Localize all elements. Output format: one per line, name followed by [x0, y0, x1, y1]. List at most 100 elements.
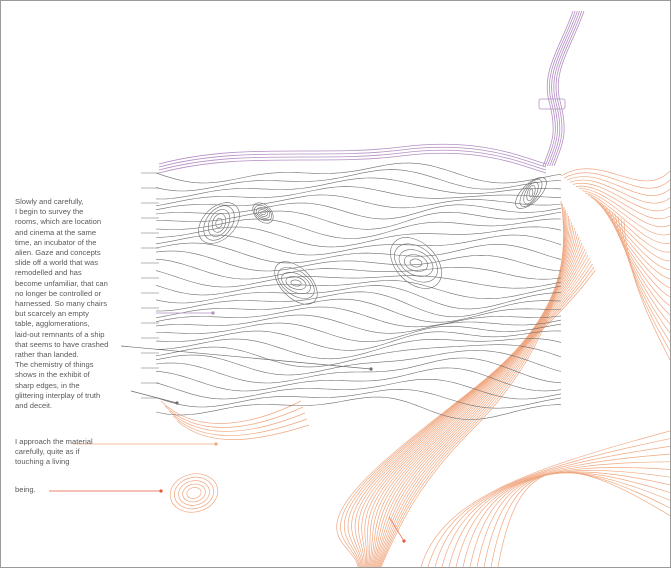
leader-marker	[175, 401, 179, 405]
gray-swirl	[394, 243, 438, 283]
purple-contours	[158, 10, 585, 174]
gray-contour-line	[155, 338, 562, 360]
orange-contour-line	[378, 206, 566, 567]
orange-contour-line	[366, 242, 583, 567]
gray-swirl	[404, 254, 428, 272]
leader-marker	[369, 367, 373, 371]
gray-swirl	[515, 177, 547, 209]
orange-contour-line	[168, 410, 306, 432]
purple-contour-line	[158, 143, 547, 165]
orange-contour-line	[590, 196, 670, 262]
leader-marker	[402, 539, 406, 543]
orange-contour-line	[578, 188, 670, 228]
gray-contour-line	[155, 357, 562, 384]
leader-line	[388, 516, 405, 542]
orange-contour-line	[599, 203, 670, 289]
orange-contour-line	[340, 266, 595, 567]
orange-contour-line	[462, 470, 670, 567]
gray-swirl	[254, 205, 272, 221]
gray-contour-line	[155, 162, 562, 184]
text-paragraph-2: I approach the material carefully, quite…	[15, 437, 93, 467]
orange-contour-line	[448, 461, 670, 567]
gray-contour-line	[155, 177, 562, 200]
purple-contour-line	[158, 146, 547, 168]
gray-contour-line	[155, 202, 562, 220]
gray-swirl	[285, 276, 307, 290]
orange-contour-line	[160, 400, 302, 424]
purple-strand	[547, 10, 578, 167]
gray-contour-line	[155, 285, 562, 310]
gray-contour-line	[155, 218, 562, 239]
purple-strand	[551, 10, 583, 167]
gray-contour-line	[155, 280, 562, 300]
orange-contour-line	[347, 260, 592, 567]
gray-contour-line	[155, 258, 562, 280]
text-paragraph-3: being.	[15, 485, 36, 494]
gray-contour-line	[155, 242, 562, 264]
purple-strand	[544, 10, 576, 167]
orange-contour-line	[620, 217, 670, 352]
orange-contour-line	[370, 230, 577, 567]
gray-swirl	[258, 209, 268, 217]
orange-contour-line	[623, 220, 670, 361]
gray-contour-line	[155, 250, 562, 272]
gray-contour-line	[155, 379, 562, 400]
orange-contour-line	[420, 430, 670, 567]
orange-contour-line	[608, 209, 670, 316]
gray-contour-line	[155, 270, 562, 289]
gray-swirl	[274, 261, 318, 305]
gray-contour-line	[155, 169, 562, 192]
gray-contour-line	[155, 234, 562, 256]
orange-contour-line	[566, 176, 670, 196]
gray-contours	[141, 162, 562, 420]
gray-contour-line	[155, 396, 562, 420]
gray-contour-line	[155, 314, 562, 334]
gray-contour-line	[155, 350, 562, 376]
orange-blob-contour	[178, 480, 210, 506]
orange-contour-line	[490, 472, 670, 567]
gray-swirl	[526, 185, 536, 201]
orange-contour-line	[364, 245, 584, 567]
orange-contour-line	[584, 192, 670, 244]
leader-marker	[211, 311, 215, 315]
orange-contour-line	[369, 233, 578, 567]
orange-blob-contour	[174, 476, 214, 510]
orange-contour-line	[371, 227, 575, 567]
leader-lines	[49, 311, 406, 543]
gray-contour-line	[155, 344, 562, 368]
gray-swirl	[523, 181, 539, 205]
gray-swirl	[390, 237, 442, 289]
gray-swirl	[203, 205, 235, 241]
orange-contour-line	[587, 194, 670, 253]
orange-contour-line	[172, 415, 308, 436]
gray-contour-line	[155, 306, 562, 328]
orange-contour-line	[563, 172, 670, 189]
orange-contour-line	[164, 405, 304, 428]
purple-contour-line	[158, 152, 547, 174]
gray-contour-line	[156, 210, 562, 230]
orange-contour-line	[602, 205, 670, 298]
purple-strand	[542, 10, 574, 167]
gray-contour-line	[155, 367, 562, 392]
leader-marker	[159, 489, 163, 493]
gray-swirl	[215, 217, 223, 229]
orange-contour-line	[605, 207, 670, 307]
gray-swirl	[519, 179, 543, 207]
gray-contour-line	[155, 330, 562, 351]
purple-contour-line	[158, 149, 547, 171]
gray-contour-line	[155, 186, 561, 207]
orange-contour-line	[427, 438, 670, 567]
gray-swirl	[277, 267, 315, 299]
gray-contour-line	[155, 388, 562, 409]
gray-swirl	[211, 213, 227, 233]
orange-contour-line	[575, 185, 670, 219]
gray-contour-line	[155, 291, 562, 318]
gray-contour-line	[155, 298, 561, 323]
leader-marker	[214, 442, 218, 446]
orange-contour-line	[434, 446, 670, 567]
gray-swirl	[255, 207, 271, 219]
orange-contour-line	[497, 471, 670, 567]
text-paragraph-1: Slowly and carefully, I begin to survey …	[15, 197, 109, 411]
